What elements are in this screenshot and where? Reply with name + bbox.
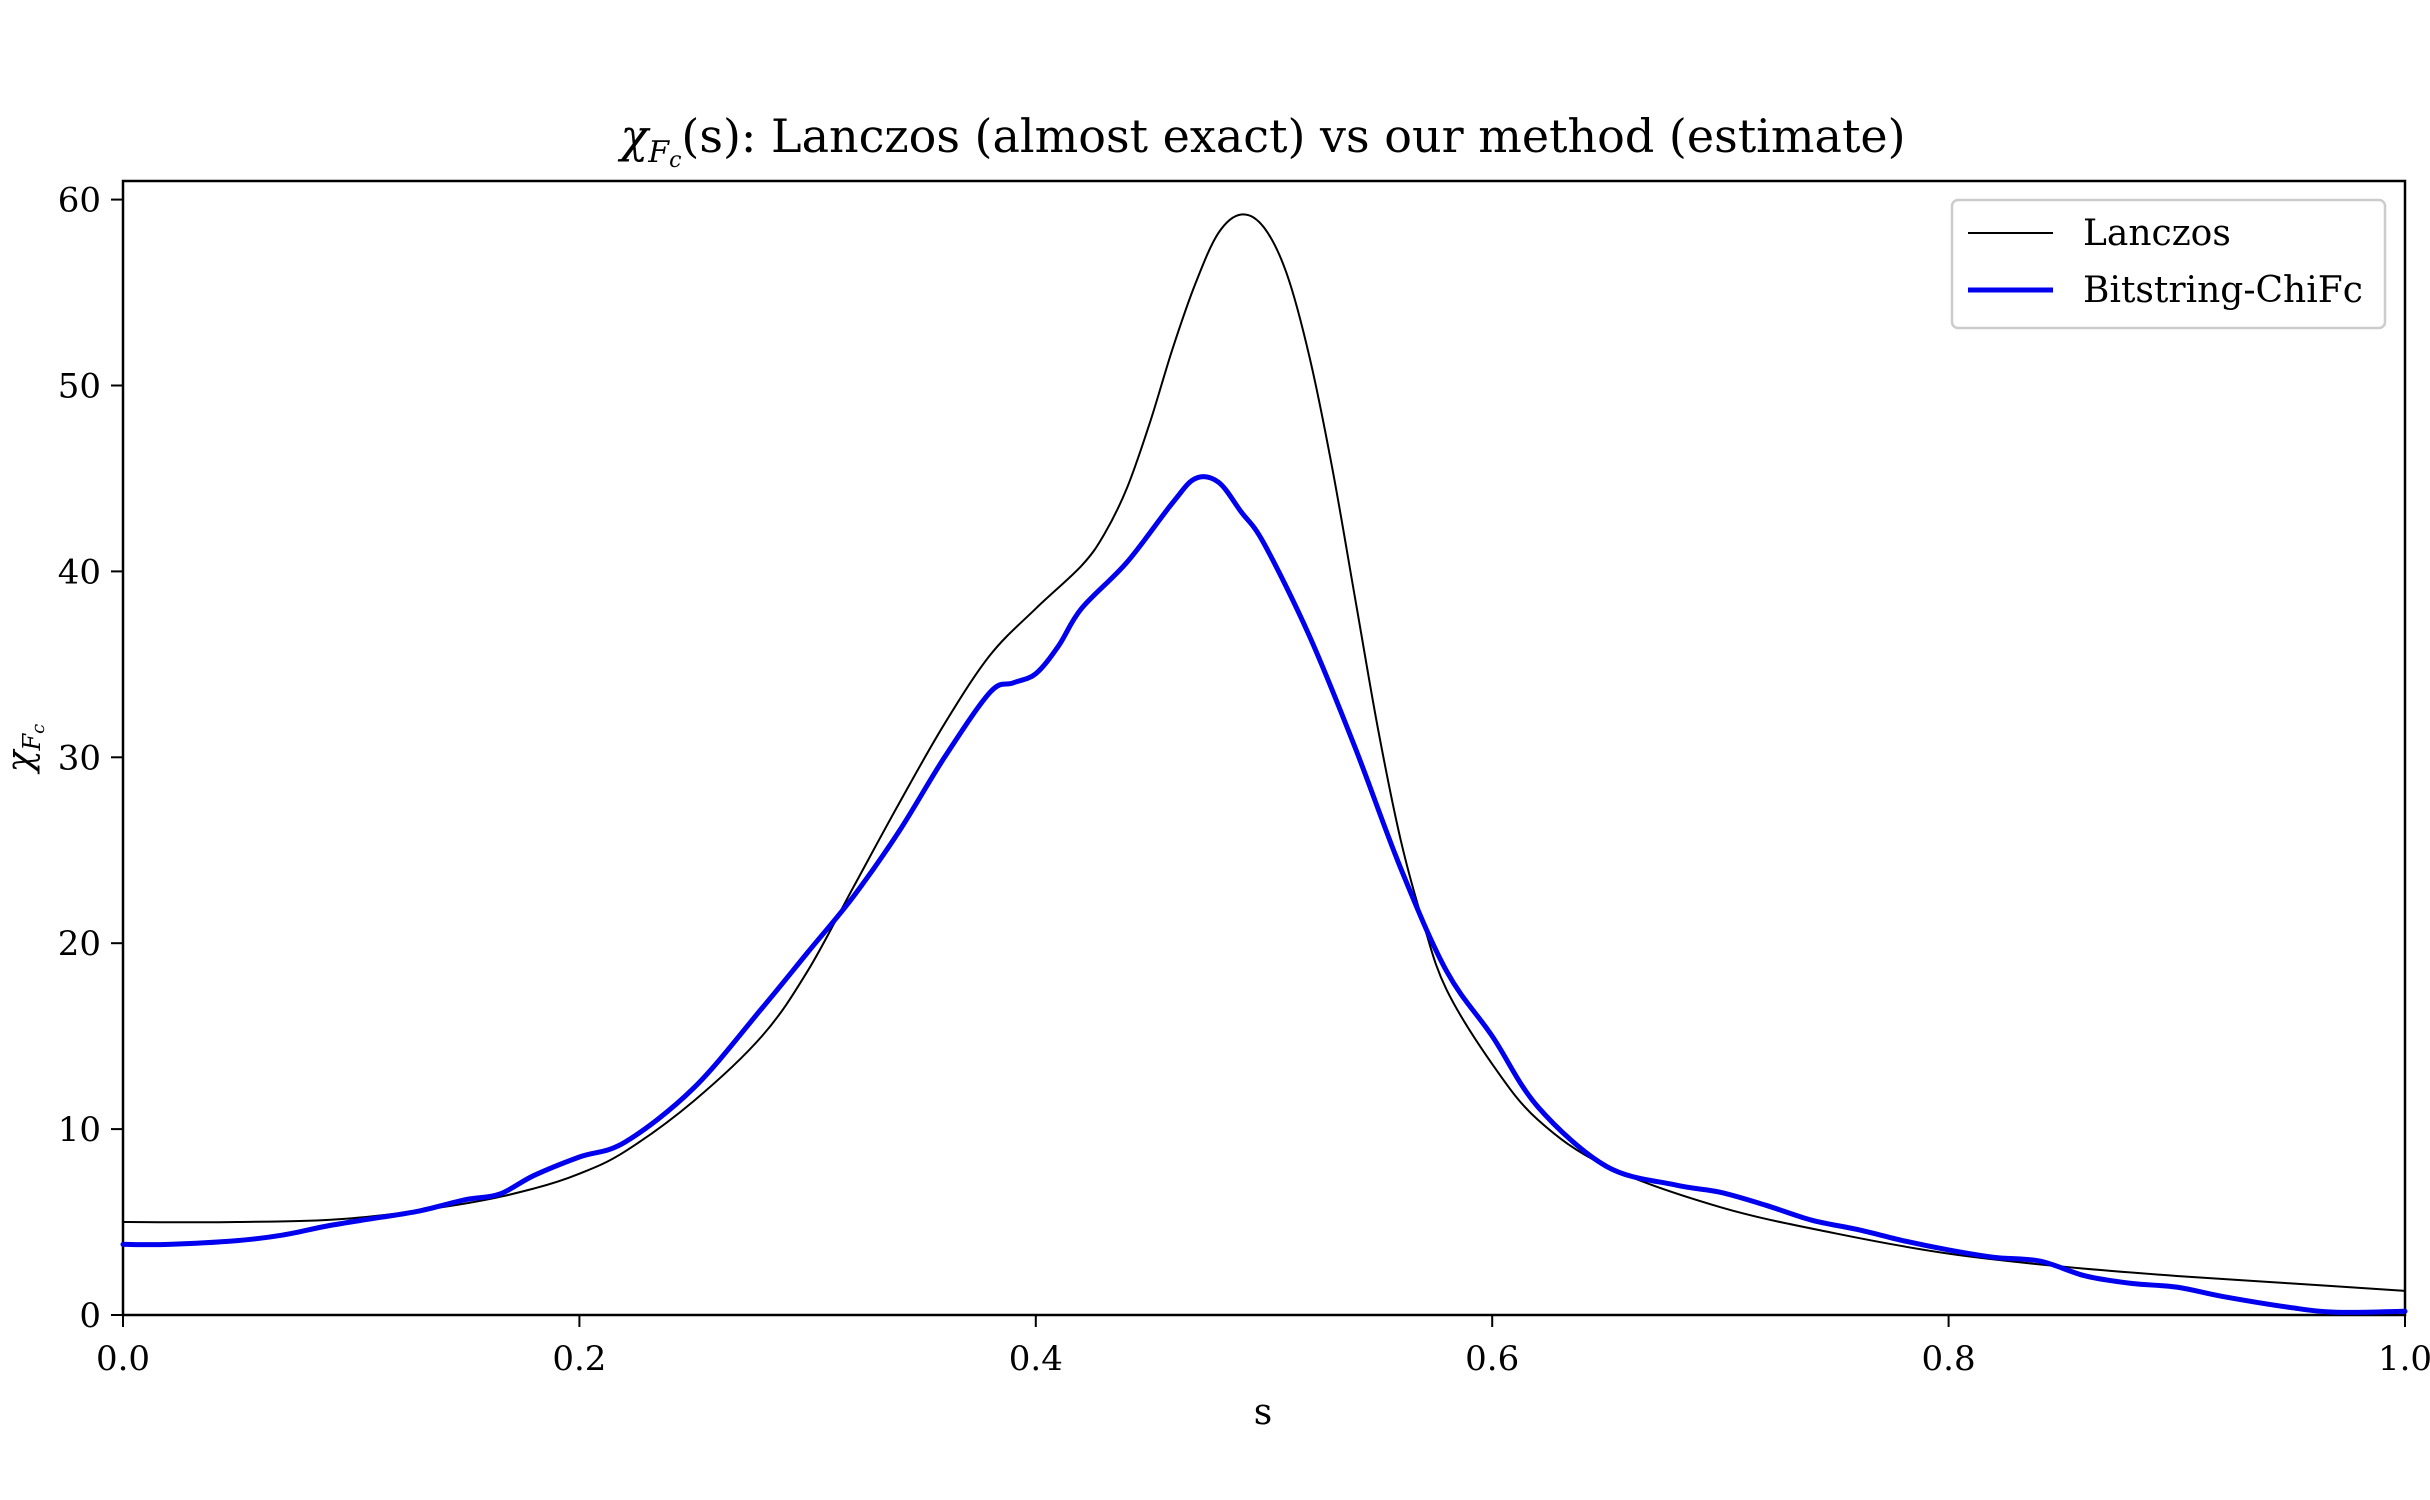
- legend-label-bitstring-chifc: Bitstring-ChiFc: [2083, 270, 2363, 311]
- y-tick-label: 0: [79, 1296, 101, 1336]
- legend-label-lanczos: Lanczos: [2083, 213, 2231, 254]
- y-axis-label-symbol: χ: [0, 748, 41, 775]
- y-tick-label: 50: [58, 366, 101, 406]
- series-line-lanczos: [122, 213, 2406, 1292]
- y-tick-label: 40: [58, 552, 101, 592]
- series-layer: [120, 213, 2408, 1315]
- x-tick-label: 0.6: [1465, 1339, 1519, 1379]
- y-axis-label-subsubscript: c: [28, 724, 49, 734]
- chart-title-symbol: χ: [617, 109, 651, 163]
- chart-title-subsubscript: c: [669, 148, 681, 173]
- x-tick-label: 0.0: [96, 1339, 150, 1379]
- chart-title: χFc(s): Lanczos (almost exact) vs our me…: [617, 109, 1905, 173]
- plot-area-frame: [121, 179, 2407, 1317]
- legend-box: [1950, 198, 2387, 330]
- legend: Lanczos Bitstring-ChiFc: [1950, 198, 2387, 330]
- y-axis: 0 10 20 30 40 50 60: [58, 181, 123, 1336]
- chart-title-arg: (s): [681, 109, 741, 163]
- x-tick-label: 0.8: [1922, 1339, 1976, 1379]
- x-tick-label: 0.2: [552, 1339, 606, 1379]
- y-tick-label: 30: [58, 738, 101, 778]
- y-tick-label: 20: [58, 924, 101, 964]
- x-tick-label: 1.0: [2378, 1339, 2430, 1379]
- x-axis-label: s: [1254, 1392, 1272, 1433]
- y-axis-label: χFc: [0, 724, 49, 776]
- y-axis-label-subscript: F: [18, 732, 46, 751]
- y-tick-label: 10: [58, 1110, 101, 1150]
- chart-title-subscript: F: [647, 135, 670, 170]
- chart-title-text: : Lanczos (almost exact) vs our method (…: [741, 109, 1906, 163]
- series-line-bitstring-chifc: [120, 474, 2408, 1315]
- x-axis: 0.0 0.2 0.4 0.6 0.8 1.0: [96, 1315, 2430, 1379]
- y-tick-label: 60: [58, 181, 101, 221]
- x-tick-label: 0.4: [1009, 1339, 1063, 1379]
